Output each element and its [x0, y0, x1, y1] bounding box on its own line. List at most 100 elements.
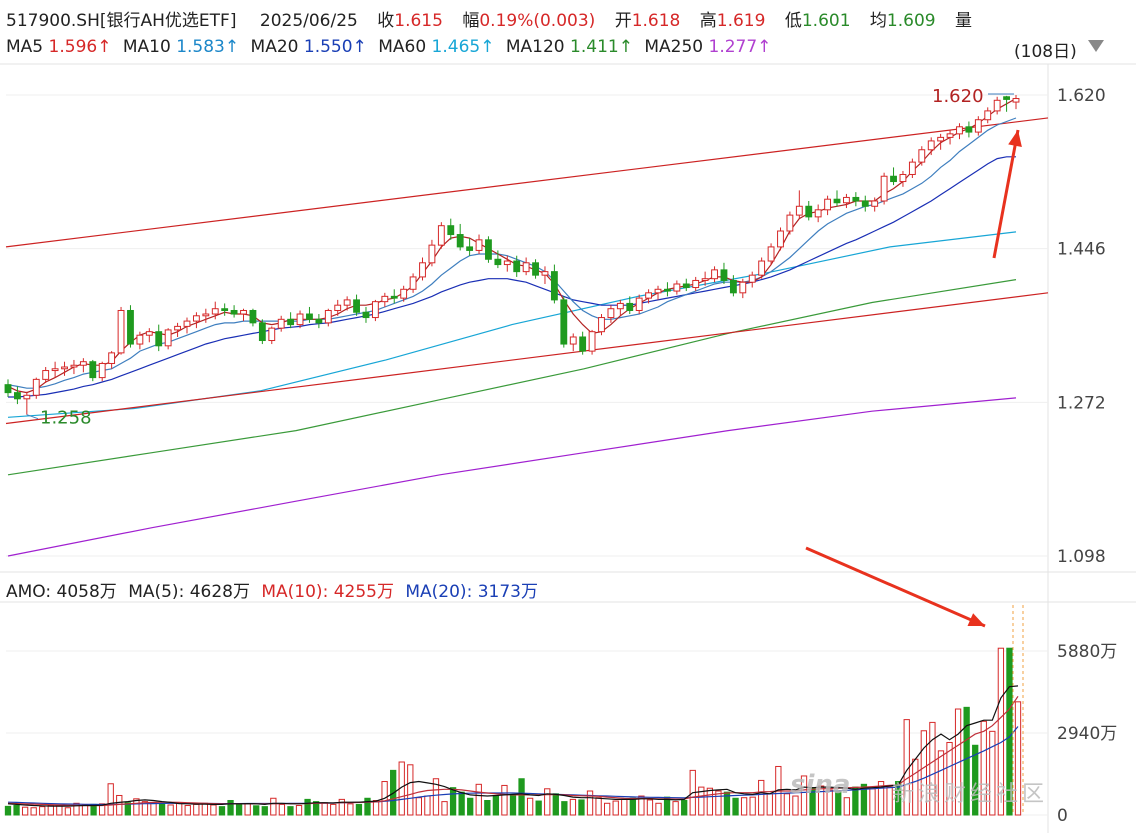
amo-legend: AMO: 4058万 MA(5): 4628万 MA(10): 4255万 MA…	[6, 577, 538, 602]
volume-bar	[698, 786, 705, 816]
candle-body	[993, 99, 1001, 112]
volume-bar	[167, 804, 174, 816]
candle-body	[192, 315, 200, 322]
candle-body	[447, 225, 455, 236]
volume-bar	[723, 791, 731, 816]
candle-body	[79, 361, 87, 366]
candle-body	[485, 239, 492, 260]
ma20-value: 1.550↑	[303, 37, 367, 57]
candle-body	[692, 279, 700, 289]
candle-body	[108, 352, 116, 364]
volume-bar	[544, 788, 551, 816]
volume-bar	[672, 801, 679, 816]
candle-body	[654, 288, 662, 294]
volume-bar	[64, 807, 72, 816]
low-value: 1.601	[801, 11, 851, 31]
candle-body	[522, 262, 530, 273]
candle-body	[155, 331, 163, 347]
y-tick-label: 2940万	[1057, 724, 1117, 744]
candle-body	[843, 196, 850, 204]
volume-bar	[937, 750, 945, 816]
volume-bar	[321, 802, 328, 816]
candle-body	[249, 309, 257, 324]
volume-bar	[526, 797, 534, 816]
volume-bar	[509, 794, 517, 816]
candle-body	[296, 313, 304, 326]
volume-bar	[81, 804, 89, 816]
ma120-line	[7, 279, 1017, 476]
volume-bar	[30, 807, 37, 816]
candle-body	[598, 317, 605, 333]
candle-body	[927, 140, 935, 151]
volume-bar	[595, 797, 602, 816]
ma5-label: MA5	[6, 37, 44, 57]
volume-bar	[655, 802, 662, 816]
volume-bar	[929, 721, 936, 816]
candle-body	[211, 308, 219, 315]
ma20-label: MA20	[250, 37, 299, 57]
candle-body	[475, 239, 483, 251]
volume-bar	[278, 803, 286, 816]
candle-body	[871, 200, 879, 207]
candle-body	[258, 322, 266, 342]
volume-bar	[253, 805, 260, 816]
volume-bar	[740, 797, 748, 816]
candle-body	[70, 364, 78, 368]
candle-body	[645, 292, 653, 299]
ma120-value: 1.411↑	[570, 37, 633, 57]
volume-bar	[980, 720, 987, 816]
volume-bar	[158, 803, 166, 816]
volume-bar	[193, 803, 200, 816]
volume-bar	[758, 779, 765, 816]
candle-body	[532, 262, 539, 276]
volume-bar	[646, 799, 654, 816]
period-selector[interactable]: (108日)	[1014, 42, 1077, 62]
candle-body	[494, 258, 502, 266]
ma250-line	[7, 397, 1017, 557]
volume-bar	[4, 805, 12, 816]
volume-bar	[578, 799, 585, 816]
amo-ma10-value: 4255万	[333, 582, 394, 602]
volume-label: 量	[955, 11, 972, 31]
volume-bar	[116, 794, 123, 816]
volume-bar	[484, 799, 491, 816]
candle-body	[221, 308, 229, 311]
change-value: 0.19%(0.003)	[479, 11, 596, 31]
candle-body	[409, 276, 417, 290]
volume-bar	[270, 797, 277, 816]
volume-bar	[73, 802, 80, 816]
ma250-value: 1.277↑	[708, 37, 772, 57]
volume-bar	[184, 805, 191, 816]
candle-body	[550, 271, 558, 301]
trend-arrow	[992, 129, 1020, 259]
candle-body	[145, 331, 153, 336]
candle-body	[729, 279, 737, 294]
volume-bar	[989, 730, 996, 816]
volume-bar	[407, 764, 414, 816]
candle-body	[315, 318, 323, 324]
amo-ma5-line	[7, 685, 1019, 807]
dropdown-arrow-icon[interactable]	[1088, 40, 1104, 52]
volume-bar	[1014, 701, 1022, 816]
volume-bar	[852, 786, 859, 816]
candle-body	[240, 309, 247, 315]
candle-body	[98, 362, 106, 379]
avg-label: 均	[869, 11, 887, 31]
candle-body	[127, 309, 134, 345]
sina-watermark: 新浪财经社区	[892, 782, 1049, 807]
avg-value: 1.609	[886, 11, 936, 31]
volume-bar	[98, 803, 106, 816]
volume-bar	[732, 797, 739, 816]
candle-body	[268, 327, 276, 342]
volume-bar	[972, 744, 979, 816]
volume-bar	[295, 805, 303, 816]
candle-body	[174, 325, 181, 331]
candle-body	[974, 119, 982, 133]
volume-bar	[218, 806, 226, 816]
volume-bar	[176, 802, 183, 816]
volume-bar	[492, 794, 500, 816]
y-tick-label: 1.620	[1057, 86, 1106, 106]
candle-body	[664, 288, 671, 292]
high-label: 高	[699, 11, 717, 31]
